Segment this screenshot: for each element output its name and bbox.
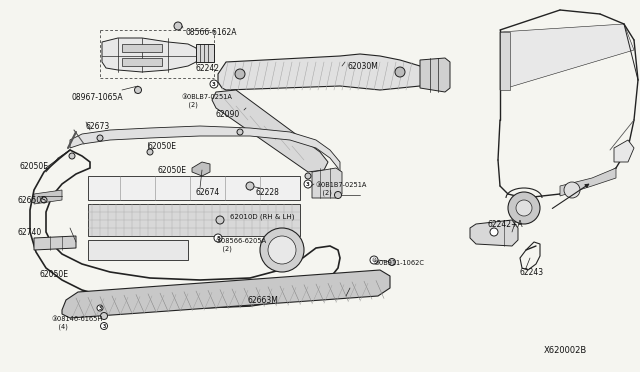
Polygon shape bbox=[122, 44, 162, 52]
Circle shape bbox=[210, 80, 218, 88]
Text: ⑤08566-6205A
   (2): ⑤08566-6205A (2) bbox=[216, 238, 267, 251]
Polygon shape bbox=[122, 58, 162, 66]
Polygon shape bbox=[192, 162, 210, 176]
Circle shape bbox=[69, 153, 75, 159]
Polygon shape bbox=[312, 168, 342, 198]
Text: 3: 3 bbox=[212, 81, 216, 87]
Polygon shape bbox=[196, 44, 214, 62]
Text: 62740: 62740 bbox=[18, 228, 42, 237]
Text: 62663M: 62663M bbox=[248, 296, 279, 305]
Text: ⑩: ⑩ bbox=[372, 257, 376, 263]
Circle shape bbox=[97, 305, 103, 311]
Text: 3: 3 bbox=[102, 324, 106, 328]
Text: 62242+A: 62242+A bbox=[488, 220, 524, 229]
Text: ③08146-6165H
   (4): ③08146-6165H (4) bbox=[52, 316, 103, 330]
Text: X620002B: X620002B bbox=[544, 346, 588, 355]
Circle shape bbox=[508, 192, 540, 224]
Circle shape bbox=[235, 69, 245, 79]
Text: ⑩0B911-1062C: ⑩0B911-1062C bbox=[374, 260, 425, 266]
Circle shape bbox=[304, 180, 312, 188]
Text: 62242: 62242 bbox=[196, 64, 220, 73]
Text: 62010D (RH & LH): 62010D (RH & LH) bbox=[230, 214, 294, 221]
Circle shape bbox=[490, 228, 498, 236]
Polygon shape bbox=[470, 220, 518, 246]
Circle shape bbox=[97, 135, 103, 141]
Text: 62050E: 62050E bbox=[148, 142, 177, 151]
Polygon shape bbox=[218, 54, 430, 90]
Text: 5: 5 bbox=[216, 235, 220, 241]
Polygon shape bbox=[560, 168, 616, 196]
Text: ③0BLB7-0251A
   (2): ③0BLB7-0251A (2) bbox=[182, 94, 233, 108]
Text: 62050E: 62050E bbox=[158, 166, 187, 175]
Text: 62030M: 62030M bbox=[348, 62, 379, 71]
Polygon shape bbox=[88, 176, 300, 200]
Circle shape bbox=[174, 22, 182, 30]
Polygon shape bbox=[88, 240, 188, 260]
Circle shape bbox=[214, 234, 222, 242]
Circle shape bbox=[268, 236, 296, 264]
Text: 62243: 62243 bbox=[520, 268, 544, 277]
Circle shape bbox=[305, 173, 311, 179]
Polygon shape bbox=[500, 24, 634, 90]
Polygon shape bbox=[212, 90, 328, 172]
Circle shape bbox=[134, 87, 141, 93]
Circle shape bbox=[237, 129, 243, 135]
Circle shape bbox=[147, 149, 153, 155]
Text: 62050E: 62050E bbox=[20, 162, 49, 171]
Text: 62650S: 62650S bbox=[18, 196, 47, 205]
Polygon shape bbox=[420, 58, 450, 92]
Circle shape bbox=[335, 192, 342, 199]
Circle shape bbox=[564, 182, 580, 198]
Text: 3: 3 bbox=[99, 305, 102, 311]
Polygon shape bbox=[70, 126, 340, 176]
Polygon shape bbox=[34, 190, 62, 204]
Circle shape bbox=[216, 216, 224, 224]
Circle shape bbox=[395, 67, 405, 77]
Circle shape bbox=[388, 259, 396, 266]
Text: 08967-1065A: 08967-1065A bbox=[72, 93, 124, 102]
Text: 62228: 62228 bbox=[256, 188, 280, 197]
Polygon shape bbox=[88, 204, 300, 236]
Text: 62090: 62090 bbox=[216, 110, 240, 119]
Circle shape bbox=[246, 182, 254, 190]
Circle shape bbox=[100, 323, 108, 330]
Polygon shape bbox=[34, 236, 76, 250]
Text: 08566-6162A: 08566-6162A bbox=[185, 28, 237, 37]
Circle shape bbox=[370, 256, 378, 264]
Text: 3: 3 bbox=[306, 182, 310, 186]
Circle shape bbox=[41, 197, 47, 203]
Polygon shape bbox=[500, 32, 510, 90]
Text: 62673: 62673 bbox=[86, 122, 110, 131]
Text: ③0B1B7-0251A
   (2): ③0B1B7-0251A (2) bbox=[316, 182, 367, 196]
Circle shape bbox=[516, 200, 532, 216]
Text: 62674: 62674 bbox=[196, 188, 220, 197]
Circle shape bbox=[260, 228, 304, 272]
Circle shape bbox=[100, 312, 108, 320]
Polygon shape bbox=[614, 140, 634, 162]
Polygon shape bbox=[102, 38, 200, 72]
Text: 62050E: 62050E bbox=[40, 270, 69, 279]
Polygon shape bbox=[62, 270, 390, 318]
